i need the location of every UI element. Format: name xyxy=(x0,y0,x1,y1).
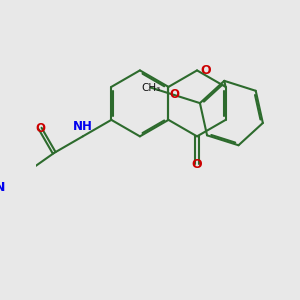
Text: O: O xyxy=(201,64,211,77)
Text: O: O xyxy=(192,158,203,171)
Text: O: O xyxy=(169,88,179,101)
Text: N: N xyxy=(0,181,5,194)
Text: CH₃: CH₃ xyxy=(141,82,160,92)
Text: NH: NH xyxy=(73,120,93,133)
Text: O: O xyxy=(35,122,45,135)
